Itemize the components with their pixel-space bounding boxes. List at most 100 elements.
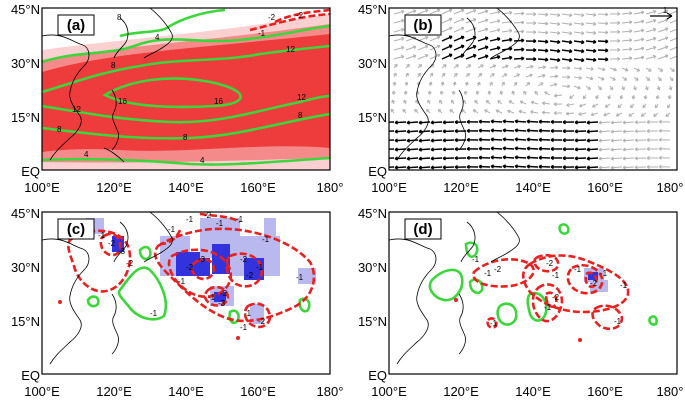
wind-vector-head [540,82,544,86]
label-box-d [404,218,442,240]
wind-vector [526,129,539,132]
wind-vector-head [642,104,646,109]
wind-vector-head [658,137,662,142]
wind-vector-head [466,146,470,152]
wind-vector [586,121,599,124]
wind-vector-head [613,67,617,72]
wind-vector-head [667,104,671,109]
wind-vector-head [406,120,410,125]
wind-vector [657,19,669,24]
wind-vector [645,10,657,15]
wind-vector-head [427,90,432,94]
ytick: 30°N [358,56,387,71]
clab: -2 [258,317,266,326]
wind-vector [519,100,527,105]
wind-vector [621,21,633,24]
wind-vector [490,147,503,150]
wind-vector [549,40,561,43]
wind-vector-head [436,44,441,49]
wind-vector [573,22,585,25]
wind-vector-head [658,119,662,124]
wind-vector [513,21,525,24]
clab: -2 [494,265,502,274]
wind-vector-head [541,110,546,115]
wind-vector [430,121,443,124]
clab: -1 [244,309,252,318]
xtick: 160°E [587,384,623,399]
wind-vector-head [400,36,405,41]
wind-vector-head [658,146,662,151]
wind-vector [598,166,611,169]
wind-vector-head [621,86,625,91]
wind-vector-head [610,165,614,170]
wind-vector-head [400,9,405,14]
wind-vector [598,139,611,142]
red-dots-c [58,300,240,340]
wind-vector-head [437,108,442,113]
wind-vector-head [478,73,483,77]
wind-vector-head [664,54,669,59]
wind-vector-head [533,38,537,44]
wind-vector-head [640,113,645,117]
wind-vector-head [634,147,638,152]
wind-vector-head [550,137,554,143]
wind-vector-head [521,11,525,16]
wind-vector [514,120,527,123]
wind-vector-head [538,137,542,142]
panel-d: (d) -1 -1 -2 -2 -1 -1 -1 -2 -1 -1 -2 -1 … [358,206,683,399]
wind-vector [430,148,443,151]
wind-vector-head [454,146,458,152]
wind-vector [633,47,645,51]
clab: -1 [216,219,224,228]
wind-vector [526,138,539,141]
contour-4-south [42,156,330,166]
wind-vector-head [394,165,398,170]
wind-vector-head [610,129,614,134]
wind-vector-head [607,95,612,100]
wind-vector-head [526,128,530,133]
wind-vector-head [496,55,501,60]
wind-vector-head [439,90,444,94]
wind-vector-head [574,138,578,143]
ytick: 30°N [11,56,40,71]
wind-vector-head [664,27,669,32]
wind-vector [657,10,669,15]
wind-vector [453,18,465,24]
wind-vector-head [556,39,561,45]
wind-vector [561,40,573,44]
xtick: 100°E [24,180,60,195]
clab: 12 [286,45,295,54]
wind-vector-head [484,9,489,14]
wind-vector-head [652,9,657,14]
wind-vector-head [593,30,597,35]
wind-vector-head [418,138,422,143]
wind-vector-head [502,119,506,124]
panel-a-plot [42,8,330,170]
xtick: 180° [317,180,344,195]
wind-vector [598,121,611,124]
wind-vector-head [658,128,662,133]
wind-vector-head [659,68,664,72]
wind-vector [394,121,407,124]
wind-vector-head [424,35,429,40]
wind-vector [597,58,609,61]
wind-vector-head [514,137,518,142]
wind-vector-head [592,39,597,45]
contour-8-south [42,112,330,140]
wind-vector-head [646,129,650,134]
wind-vector [393,28,405,33]
wind-vector-head [418,129,422,134]
clab: -1 [552,271,560,280]
wind-vector-head [455,64,459,68]
ytick: EQ [21,164,40,179]
wind-vector-head [574,147,578,152]
wind-vector-head [454,72,458,77]
wind-vector-head [499,90,504,95]
wind-vector-head [476,81,481,86]
wind-vector [622,148,635,151]
axis-c: 45°N 30°N 15°N EQ 100°E 120°E 140°E 160°… [11,206,343,399]
clab: -2 [546,259,554,268]
wind-vector-head [424,53,429,58]
wind-vector-head [474,99,478,104]
wind-vector-head [557,22,561,26]
